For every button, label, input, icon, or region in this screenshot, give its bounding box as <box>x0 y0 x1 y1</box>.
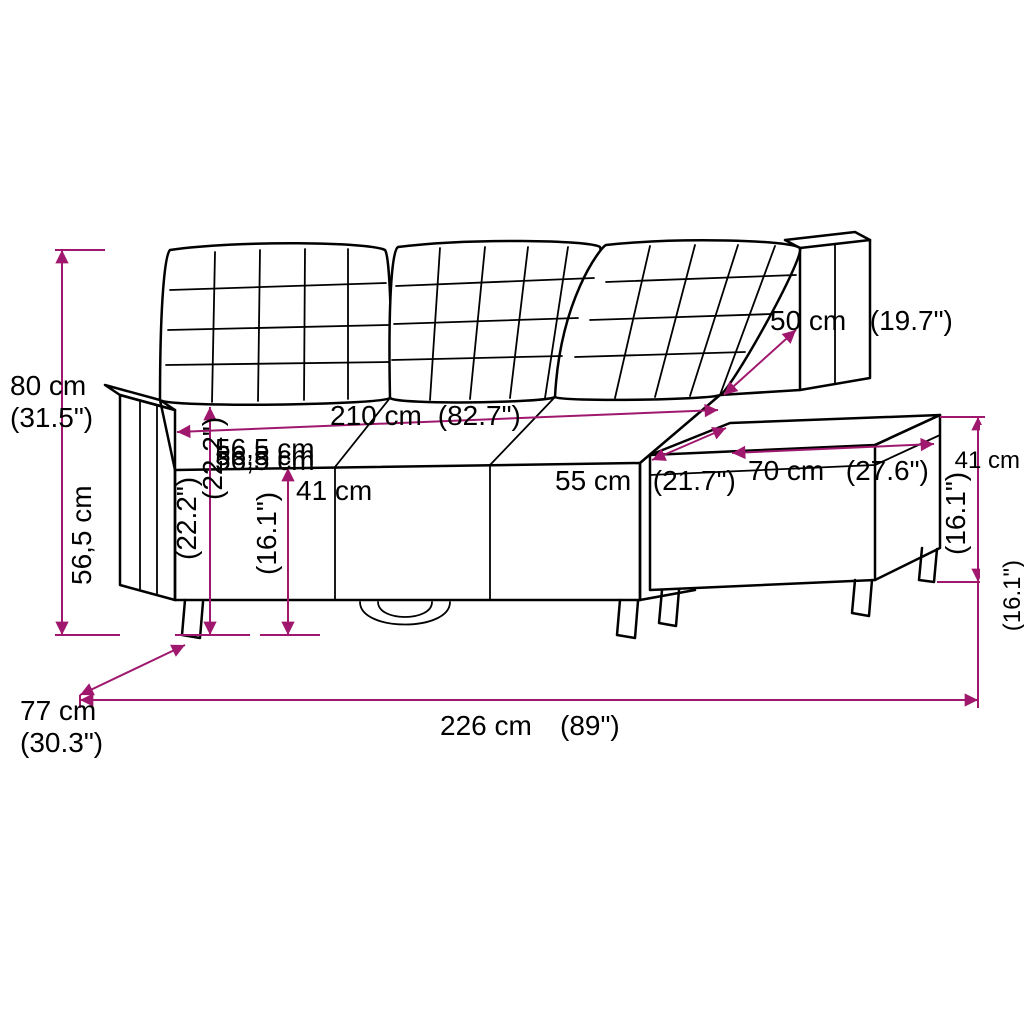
t-seat-w-cm: 210 cm <box>330 400 422 431</box>
dim-overall-height-cm: 80 cm <box>10 370 86 401</box>
svg-text:70 cm: 70 cm <box>748 455 824 486</box>
sofa-dimension-diagram: 80 cm (31.5") 56,5 cm (22.2") 56,5 cm 56… <box>0 0 1024 1024</box>
t-ott-w-cm: 70 cm <box>748 455 824 486</box>
t-arm-in: (22.2") <box>171 477 202 560</box>
t-seat-h-in: (16.1") <box>251 492 282 575</box>
t-arm-cm: 56,5 cm <box>215 433 315 464</box>
ott-h-in-final: (16.1") <box>999 560 1024 631</box>
svg-text:(22.2"): (22.2") <box>171 477 202 560</box>
svg-text:(82.7"): (82.7") <box>430 400 521 431</box>
t-seat-w-in: (82.7") <box>438 400 521 431</box>
t-ott-d-cm: 55 cm <box>555 465 631 496</box>
t-seat-d-cm: 50 cm <box>770 305 846 336</box>
svg-text:(16.1"): (16.1") <box>940 472 971 555</box>
svg-text:(16.1"): (16.1") <box>251 492 282 575</box>
svg-text:(19.7"): (19.7") <box>862 305 953 336</box>
t-ott-d-in: (21.7") <box>653 465 736 496</box>
dim-overall-width-cm: 226 cm <box>440 710 532 741</box>
dim-arm-cm: 56,5 cm <box>66 485 97 585</box>
ott-h-cm-final: 41 cm <box>955 447 1020 474</box>
t-seat-h-cm: 41 cm <box>296 475 372 506</box>
svg-text:(27.6"): (27.6") <box>838 455 929 486</box>
t-ott-w-in: (27.6") <box>846 455 929 486</box>
svg-text:41 cm: 41 cm <box>296 475 372 506</box>
svg-text:50 cm: 50 cm <box>770 305 846 336</box>
t-seat-d-in: (19.7") <box>870 305 953 336</box>
dim-depth-cm: 77 cm <box>20 695 96 726</box>
t-ott-h-in: (16.1") <box>940 472 971 555</box>
dim-depth-in: (30.3") <box>20 727 103 758</box>
dim-overall-width-in: (89") <box>560 710 620 741</box>
svg-text:55 cm: 55 cm <box>555 465 631 496</box>
svg-text:56,5 cm: 56,5 cm <box>215 433 315 464</box>
svg-text:80 cm: 80 cm <box>10 370 86 401</box>
svg-text:(31.5"): (31.5") <box>10 402 93 433</box>
dim-overall-height-in: (31.5") <box>10 402 93 433</box>
svg-text:210 cm: 210 cm <box>330 400 422 431</box>
svg-text:(21.7"): (21.7") <box>645 465 736 496</box>
